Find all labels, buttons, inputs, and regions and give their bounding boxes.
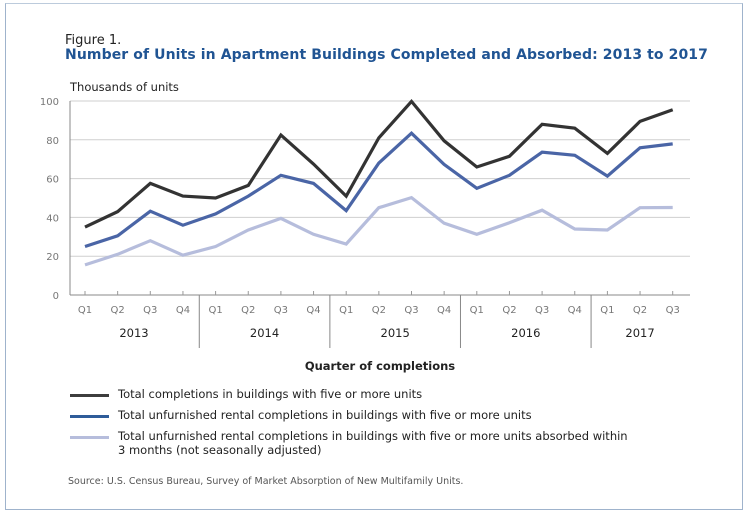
x-tick-label: Q2 (111, 305, 125, 316)
y-tick-labels: 0 20 40 60 80 100 (40, 97, 59, 302)
x-tick-label: Q2 (502, 305, 516, 316)
y-tick-label: 40 (46, 213, 59, 224)
x-tick-label: Q2 (633, 305, 647, 316)
series-lines (84, 98, 674, 267)
gridlines (70, 100, 690, 257)
x-tick-labels: Q1 Q2 Q3 Q4 Q1 Q2 Q3 Q4 Q1 Q2 Q3 Q4 Q1 Q2 Q3 Q4 Q1 Q2 Q3 (78, 305, 680, 316)
figure-label: Figure 1. (65, 33, 122, 48)
y-tick-label: 20 (46, 252, 59, 263)
year-label: 2013 (119, 326, 148, 340)
legend-swatch (70, 415, 109, 418)
year-label: 2014 (250, 326, 279, 340)
x-tick-label: Q2 (372, 305, 386, 316)
series-line (84, 131, 673, 249)
x-tick-label: Q4 (437, 305, 451, 316)
year-label: 2017 (625, 326, 654, 340)
x-tick-label: Q1 (78, 305, 92, 316)
x-tick-label: Q3 (274, 305, 288, 316)
x-tick-label: Q3 (666, 305, 680, 316)
x-tick-label: Q1 (339, 305, 353, 316)
legend-swatch (70, 394, 109, 397)
series-line (84, 195, 673, 267)
x-tick-label: Q2 (241, 305, 255, 316)
x-tick-label: Q3 (143, 305, 157, 316)
x-tick-label: Q3 (404, 305, 418, 316)
year-label: 2016 (511, 326, 540, 340)
x-tick-label: Q4 (176, 305, 190, 316)
chart-title: Number of Units in Apartment Buildings C… (65, 47, 708, 63)
source-note: Source: U.S. Census Bureau, Survey of Ma… (68, 476, 464, 487)
series-line (84, 98, 674, 229)
y-tick-label: 100 (40, 97, 59, 108)
y-tick-label: 0 (53, 291, 59, 302)
x-tick-label: Q4 (568, 305, 582, 316)
legend-swatch (70, 436, 109, 439)
year-label: 2015 (381, 326, 410, 340)
legend-label: Total unfurnished rental completions in … (118, 429, 628, 457)
x-tick-label: Q1 (208, 305, 222, 316)
y-tick-label: 80 (46, 136, 59, 147)
axes (69, 101, 690, 348)
x-tick-label: Q1 (470, 305, 484, 316)
legend-label: Total completions in buildings with five… (118, 387, 423, 401)
x-tick-label: Q1 (600, 305, 614, 316)
y-axis-label: Thousands of units (70, 80, 179, 94)
legend-label: Total unfurnished rental completions in … (118, 408, 532, 422)
figure-frame (5, 3, 743, 510)
x-tick-label: Q4 (306, 305, 320, 316)
x-tick-label: Q3 (535, 305, 549, 316)
x-axis-label: Quarter of completions (305, 359, 455, 373)
year-labels: 2013 2014 2015 2016 2017 (119, 326, 654, 340)
y-tick-label: 60 (46, 175, 59, 186)
